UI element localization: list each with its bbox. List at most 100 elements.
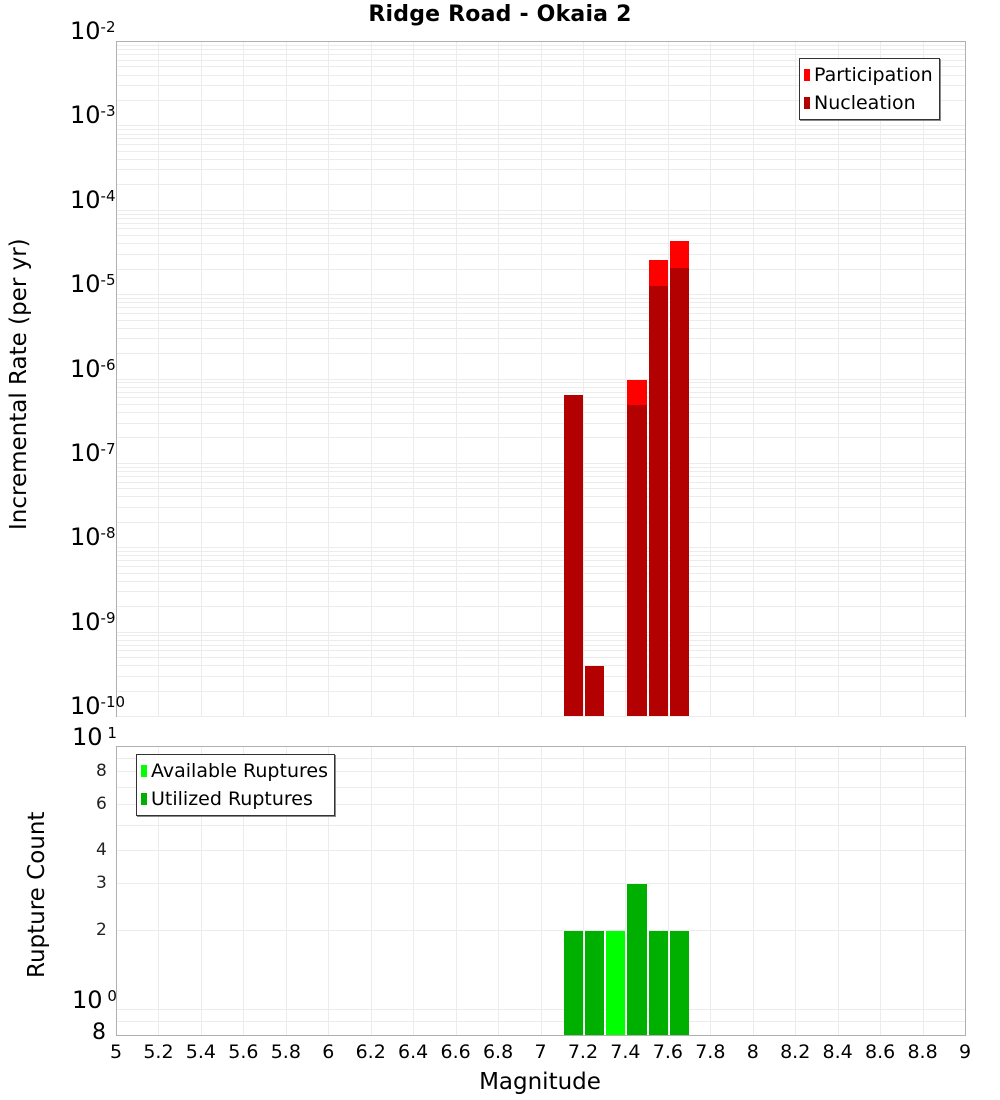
y-tick-label: 10-8 — [70, 523, 116, 552]
grid-line — [117, 412, 965, 414]
grid-line — [117, 129, 965, 131]
x-tick-label: 6.6 — [440, 1041, 471, 1063]
grid-line — [117, 144, 965, 146]
grid-line — [117, 631, 965, 633]
grid-line — [117, 565, 965, 567]
grid-line — [285, 747, 287, 1035]
y-tick-label: 8 — [92, 1020, 106, 1045]
grid-line — [117, 422, 965, 424]
bottom-y-axis-label: Rupture Count — [24, 811, 50, 978]
legend-label: Nucleation — [814, 92, 916, 114]
grid-line — [117, 1020, 965, 1022]
grid-line — [795, 747, 797, 1035]
utilized-bar — [627, 884, 647, 1035]
participation-swatch-icon — [804, 69, 810, 81]
grid-line — [117, 644, 965, 646]
grid-line — [328, 747, 330, 1035]
nucleation-bar — [584, 666, 605, 716]
grid-line — [117, 690, 965, 692]
grid-line — [117, 883, 965, 885]
x-tick-label: 9 — [958, 1041, 972, 1063]
top-y-axis-label: Incremental Rate (per yr) — [6, 238, 32, 530]
grid-line — [117, 547, 965, 549]
y-tick-label: 10-3 — [70, 101, 116, 130]
grid-line — [117, 758, 965, 759]
legend-item-available: Available Ruptures — [141, 757, 328, 785]
x-tick-label: 6.8 — [482, 1041, 514, 1063]
x-tick-label: 8.6 — [864, 1041, 896, 1063]
grid-line — [117, 74, 965, 76]
y-tick-label: 10-6 — [70, 354, 116, 383]
utilized-swatch-icon — [141, 793, 147, 805]
grid-line — [117, 929, 965, 931]
utilized-bar — [648, 930, 668, 1035]
x-tick-label: 7.2 — [567, 1041, 599, 1063]
grid-line — [117, 66, 965, 68]
grid-line — [117, 551, 965, 553]
x-tick-label: 8 — [746, 1041, 759, 1063]
grid-line — [117, 138, 965, 140]
grid-line — [117, 228, 965, 230]
grid-line — [117, 386, 965, 388]
x-tick-label: 5 — [109, 1041, 123, 1063]
grid-line — [117, 209, 965, 211]
grid-line — [117, 59, 965, 61]
grid-line — [158, 747, 160, 1035]
x-axis-label: Magnitude — [479, 1069, 601, 1095]
grid-line — [117, 253, 965, 255]
grid-line — [117, 294, 965, 296]
grid-line — [117, 353, 965, 355]
grid-line — [117, 319, 965, 321]
utilized-bar — [669, 930, 690, 1035]
grid-line — [117, 327, 965, 329]
y-tick-label: 10-2 — [70, 17, 116, 45]
grid-line — [117, 391, 965, 393]
y-tick-label: 3 — [96, 873, 107, 894]
x-tick-label: 8.8 — [907, 1041, 938, 1063]
grid-line — [117, 462, 965, 464]
grid-line — [117, 169, 965, 171]
grid-line — [117, 771, 965, 773]
grid-line — [243, 747, 245, 1035]
y-tick-label: 10-9 — [70, 607, 116, 636]
nucleation-swatch-icon — [804, 97, 810, 109]
grid-line — [117, 158, 965, 160]
grid-line — [117, 307, 965, 309]
bottom-plot-area — [116, 746, 966, 1036]
x-tick-label: 5.4 — [185, 1041, 216, 1063]
x-tick-label: 7 — [534, 1041, 547, 1063]
available-swatch-icon — [141, 765, 147, 777]
utilized-bar — [563, 930, 583, 1035]
grid-line — [200, 747, 202, 1035]
grid-line — [117, 217, 965, 219]
y-tick-label: 10-10 — [70, 692, 126, 720]
grid-line — [922, 747, 924, 1035]
grid-line — [117, 506, 965, 508]
grid-line — [880, 747, 882, 1035]
grid-line — [117, 466, 965, 468]
grid-line — [117, 437, 965, 439]
grid-line — [752, 747, 754, 1035]
nucleation-bar — [648, 285, 668, 716]
grid-line — [117, 665, 965, 667]
nucleation-bar — [669, 267, 690, 716]
grid-line — [117, 222, 965, 224]
grid-line — [455, 747, 457, 1035]
top-legend: Participation Nucleation — [799, 58, 940, 120]
x-tick-label: 7.6 — [652, 1041, 683, 1063]
grid-line — [117, 650, 965, 652]
chart-title: Ridge Road - Okaia 2 — [368, 2, 632, 27]
x-tick-label: 8.4 — [822, 1041, 853, 1063]
nucleation-bar — [627, 404, 647, 716]
y-tick-label: 10 1 — [72, 723, 117, 751]
grid-line — [540, 747, 542, 1035]
grid-line — [117, 657, 965, 659]
y-tick-label: 2 — [96, 919, 107, 940]
x-tick-label: 8.2 — [780, 1041, 811, 1063]
grid-line — [117, 397, 965, 399]
grid-line — [117, 297, 965, 299]
grid-line — [117, 99, 965, 101]
grid-line — [117, 471, 965, 473]
grid-line — [117, 125, 965, 127]
grid-line — [117, 133, 965, 135]
